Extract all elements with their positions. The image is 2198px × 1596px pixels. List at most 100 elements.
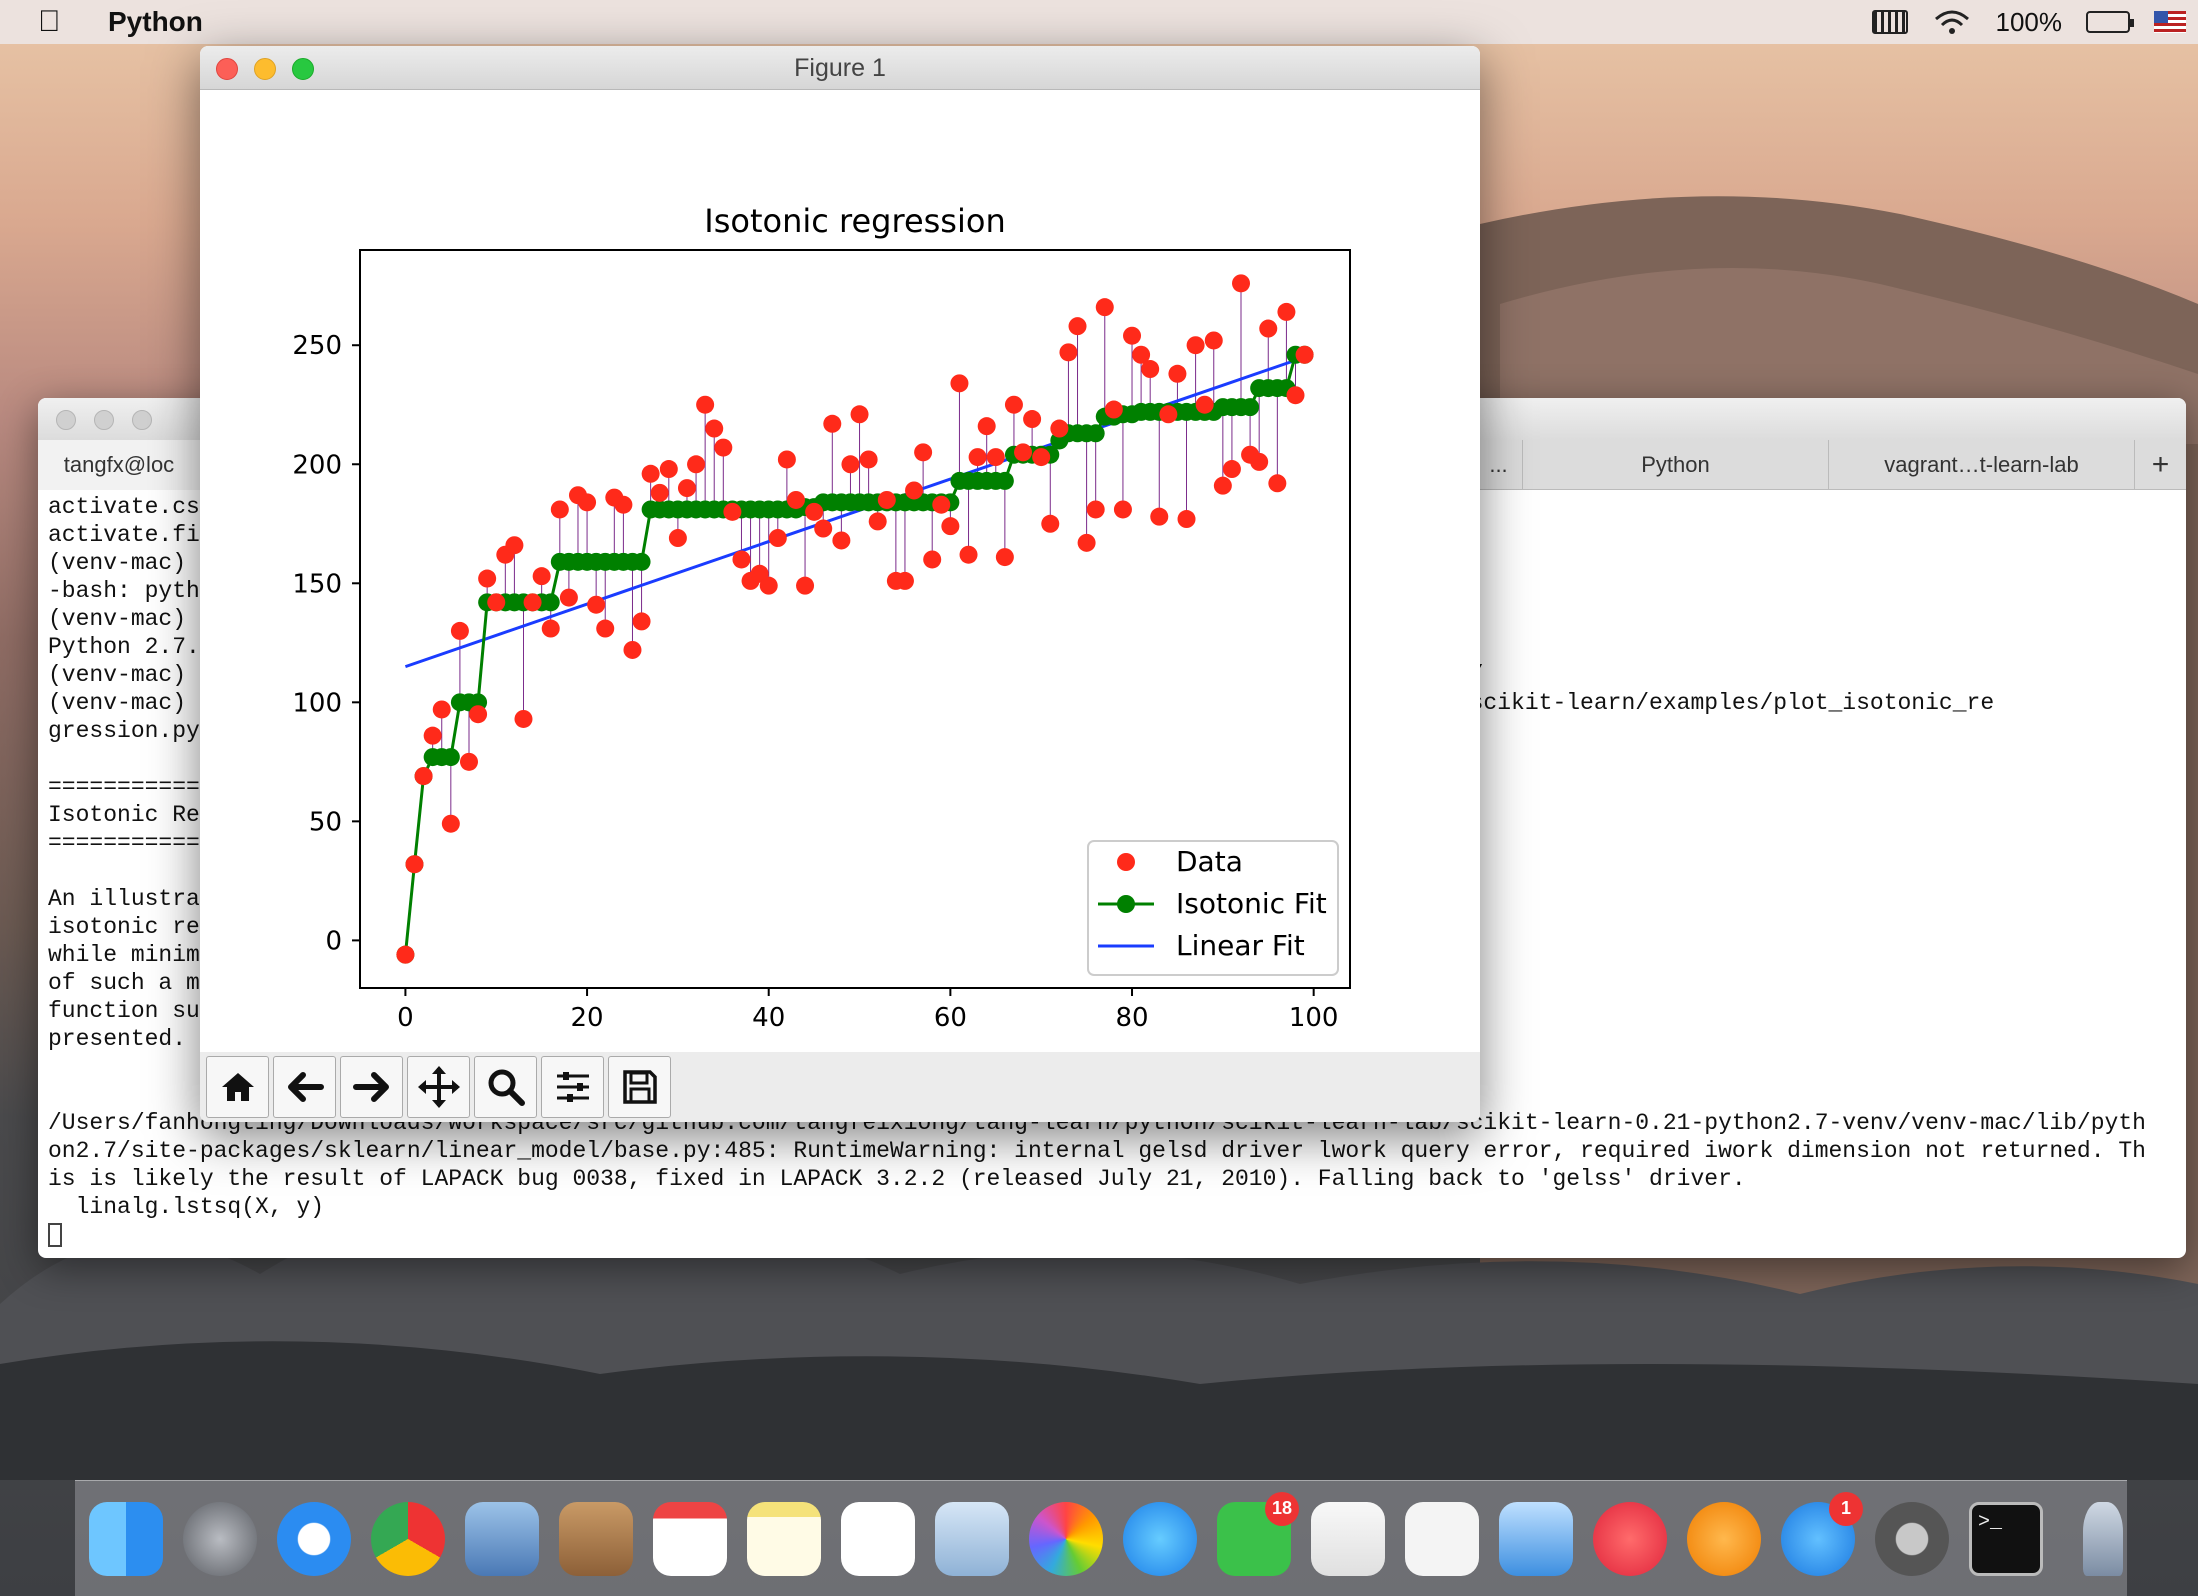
data-point — [1168, 364, 1187, 383]
messages-icon[interactable] — [1123, 1501, 1197, 1576]
python-rocket-icon[interactable] — [2083, 1501, 2123, 1576]
terminal-line: isotonic re — [48, 914, 200, 940]
x-tick-label: 100 — [1289, 1003, 1339, 1033]
launchpad-icon[interactable] — [183, 1501, 257, 1576]
data-point — [405, 855, 424, 874]
photos-icon[interactable] — [1029, 1501, 1103, 1576]
data-point — [1132, 345, 1151, 364]
data-point — [668, 529, 687, 548]
data-point — [677, 479, 696, 498]
pan-icon[interactable] — [407, 1056, 470, 1118]
safari-icon[interactable] — [277, 1501, 351, 1576]
data-point — [786, 490, 805, 509]
data-point — [823, 414, 842, 433]
legend-label: Isotonic Fit — [1176, 887, 1327, 920]
data-point — [559, 588, 578, 607]
minimize-button[interactable] — [254, 58, 276, 80]
data-point — [1095, 298, 1114, 317]
preview-icon[interactable] — [935, 1501, 1009, 1576]
minimize-button[interactable] — [94, 410, 114, 430]
app-store-icon[interactable]: 1 — [1781, 1491, 1863, 1576]
battery-icon[interactable] — [2086, 11, 2134, 33]
data-point — [932, 495, 951, 514]
tab-python[interactable]: Python — [1522, 440, 1828, 490]
data-point — [1222, 460, 1241, 479]
keynote-icon[interactable] — [1499, 1501, 1573, 1576]
back-icon[interactable] — [273, 1056, 336, 1118]
contacts-icon[interactable] — [559, 1501, 633, 1576]
zoom-button[interactable] — [292, 58, 314, 80]
pages-icon[interactable] — [1311, 1501, 1385, 1576]
finder-icon[interactable] — [89, 1501, 163, 1576]
itunes-icon[interactable] — [1593, 1501, 1667, 1576]
terminal-line: =========== — [48, 830, 200, 856]
data-point — [459, 752, 478, 771]
data-point — [977, 417, 996, 436]
facetime-icon[interactable]: 18 — [1217, 1491, 1299, 1576]
figure-titlebar[interactable]: Figure 1 — [200, 46, 1480, 90]
isotonic-plot[interactable]: Isotonic regression 0 20 40 60 80 100 0 50 100 150… — [200, 90, 1480, 1050]
data-point — [1250, 452, 1269, 471]
chrome-icon[interactable] — [371, 1501, 445, 1576]
battery-percent[interactable]: 100% — [1995, 6, 2063, 37]
forward-icon[interactable] — [340, 1056, 403, 1118]
terminal-line: =========== — [48, 774, 200, 800]
notes-icon[interactable] — [747, 1501, 821, 1576]
ibooks-icon[interactable] — [1687, 1501, 1761, 1576]
data-point — [587, 595, 606, 614]
tab-overflow[interactable]: ... — [1474, 440, 1522, 490]
legend-label: Data — [1176, 845, 1243, 878]
data-point — [814, 519, 833, 538]
chart-title: Isotonic regression — [704, 202, 1005, 240]
data-point — [1123, 326, 1142, 345]
calendar-icon[interactable] — [653, 1501, 727, 1576]
terminal-cursor — [48, 1222, 62, 1247]
numbers-icon[interactable] — [1405, 1501, 1479, 1576]
terminal-line: activate.fi — [48, 522, 200, 548]
data-point — [859, 450, 878, 469]
data-point — [923, 550, 942, 569]
data-point — [478, 569, 497, 588]
close-button[interactable] — [56, 410, 76, 430]
data-point — [1068, 317, 1087, 336]
terminal-line: (venv-mac) — [48, 606, 187, 632]
data-point — [950, 374, 969, 393]
data-point — [941, 517, 960, 536]
dock: 18 1 >_ — [75, 1480, 2127, 1596]
mail-icon[interactable] — [465, 1501, 539, 1576]
data-point — [1077, 533, 1096, 552]
data-point — [1295, 345, 1314, 364]
app-menu[interactable]: Python — [108, 6, 203, 37]
terminal-line: Python 2.7. — [48, 634, 200, 660]
terminal-icon[interactable]: >_ — [1969, 1501, 2043, 1576]
x-tick-label: 20 — [571, 1003, 604, 1033]
data-point — [414, 767, 433, 786]
data-point — [986, 448, 1005, 467]
zoom-button[interactable] — [132, 410, 152, 430]
tab-tangfx[interactable]: tangfx@loc — [38, 440, 200, 490]
tab-vagrant[interactable]: vagrant…t-learn-lab — [1828, 440, 2134, 490]
input-source-flag-icon[interactable] — [2154, 11, 2186, 33]
terminal-cursor-line[interactable] — [48, 1221, 2176, 1249]
configure-subplots-icon[interactable] — [541, 1056, 604, 1118]
data-point — [759, 576, 778, 595]
new-tab-button[interactable]: + — [2134, 440, 2186, 490]
data-point — [723, 502, 742, 521]
data-point — [805, 502, 824, 521]
zoom-icon[interactable] — [474, 1056, 537, 1118]
data-point — [1213, 476, 1232, 495]
facetime-badge: 18 — [1265, 1491, 1299, 1526]
data-point — [687, 455, 706, 474]
y-tick-label: 0 — [325, 926, 342, 956]
home-icon[interactable] — [206, 1056, 269, 1118]
save-icon[interactable] — [608, 1056, 671, 1118]
wifi-icon[interactable] — [1932, 7, 1972, 37]
reminders-icon[interactable] — [841, 1501, 915, 1576]
keyboard-icon[interactable] — [1871, 10, 1908, 34]
figure-window[interactable]: Figure 1 Isotonic regression 0 20 40 60 80 100… — [200, 46, 1480, 1122]
apple-menu-icon[interactable]:  — [38, 5, 82, 39]
data-point — [959, 545, 978, 564]
system-preferences-icon[interactable] — [1875, 1501, 1949, 1576]
close-button[interactable] — [216, 58, 238, 80]
data-point — [877, 490, 896, 509]
